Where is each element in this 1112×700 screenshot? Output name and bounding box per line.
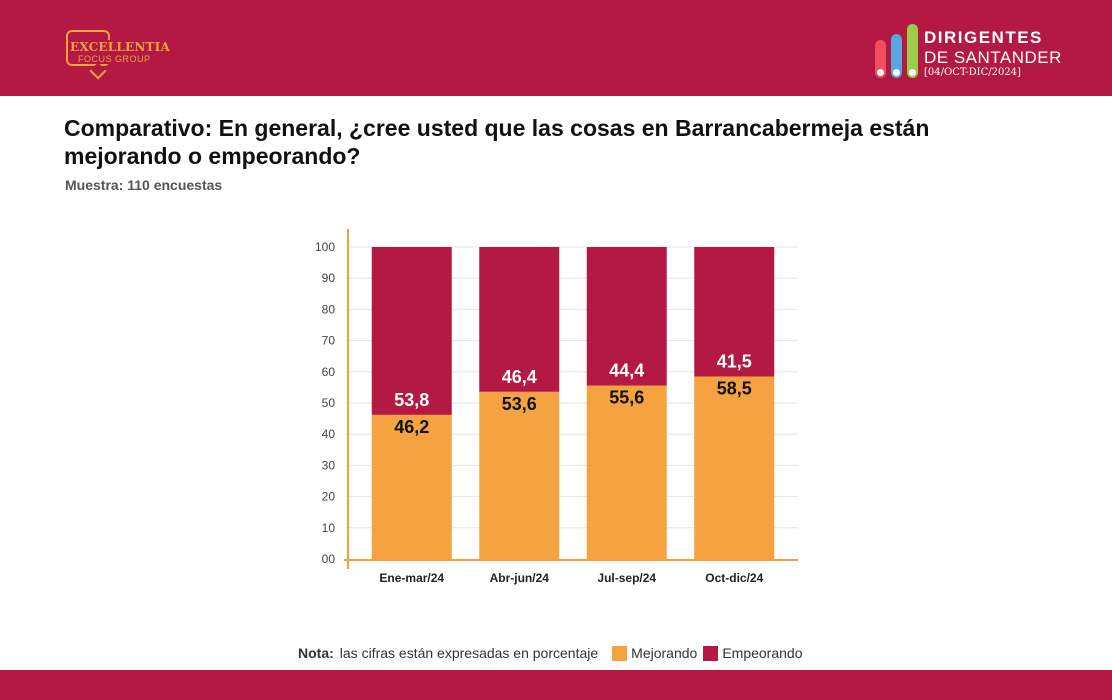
- chart-title: Comparativo: En general, ¿cree usted que…: [64, 115, 930, 169]
- data-label-mejorando: 55,6: [609, 388, 644, 408]
- y-tick-label: 10: [322, 521, 336, 535]
- note-label: Nota:: [298, 645, 334, 661]
- dirigentes-logo: DIRIGENTES DE SANTANDER [04/OCT-DIC/2024…: [872, 22, 1062, 82]
- logo-left-line1: EXCELLENTIA: [70, 40, 172, 54]
- logo-right-line1: DIRIGENTES: [924, 28, 1043, 47]
- bar-empeorando: [694, 247, 775, 377]
- logo-bar-red-icon: [875, 40, 886, 78]
- y-tick-label: 20: [322, 490, 336, 504]
- y-tick-label: 100: [315, 240, 335, 254]
- y-tick-label: 60: [322, 365, 336, 379]
- bar-mejorando: [371, 414, 452, 559]
- chart-subtitle: Muestra: 110 encuestas: [65, 177, 223, 193]
- x-tick-label: Abr-jun/24: [490, 571, 550, 585]
- legend-label-mejorando: Mejorando: [631, 645, 698, 661]
- y-tick-label: 50: [322, 396, 336, 410]
- data-label-empeorando: 41,5: [717, 351, 752, 371]
- bar-mejorando: [586, 385, 667, 559]
- legend-swatch-empeorando: [703, 645, 719, 661]
- data-label-empeorando: 53,8: [394, 390, 429, 410]
- bar-empeorando: [371, 247, 452, 415]
- y-tick-label: 40: [322, 427, 336, 441]
- data-label-mejorando: 58,5: [717, 378, 752, 398]
- header-band: EXCELLENTIA FOCUS GROUP DIRIGENTES DE SA…: [0, 0, 1112, 96]
- footer-band: [0, 670, 1112, 700]
- legend-label-empeorando: Empeorando: [722, 645, 803, 661]
- stacked-bar-chart: 00 10 20 30 40 50 60 70 80 90 100 46,2 53,8 Ene-mar/2…: [315, 229, 798, 585]
- x-tick-label: Jul-sep/24: [597, 571, 656, 585]
- logo-left-line2: FOCUS GROUP: [78, 54, 151, 64]
- y-tick-label: 80: [322, 302, 336, 316]
- x-tick-label: Ene-mar/24: [379, 571, 444, 585]
- logo-bar-green-icon: [907, 24, 918, 78]
- bar-empeorando: [479, 247, 560, 392]
- y-tick-label: 90: [322, 271, 336, 285]
- y-tick-label: 00: [322, 552, 336, 566]
- note-text: las cifras están expresadas en porcentaj…: [339, 645, 599, 661]
- y-tick-label: 30: [322, 458, 336, 472]
- data-label-empeorando: 44,4: [609, 361, 644, 381]
- bar-mejorando: [479, 391, 560, 559]
- y-tick-label: 70: [322, 334, 336, 348]
- legend-item-mejorando: Mejorando: [612, 645, 697, 661]
- x-tick-label: Oct-dic/24: [705, 571, 763, 585]
- data-label-mejorando: 46,2: [394, 417, 429, 437]
- chart-legend: Nota: las cifras están expresadas en por…: [298, 645, 802, 661]
- logo-bar-blue-icon: [891, 34, 902, 78]
- excellentia-logo: EXCELLENTIA FOCUS GROUP: [64, 28, 172, 80]
- legend-item-empeorando: Empeorando: [703, 645, 802, 661]
- bar-mejorando: [694, 376, 775, 559]
- logo-right-line2: DE SANTANDER: [924, 48, 1062, 67]
- legend-swatch-mejorando: [612, 645, 628, 661]
- bar-empeorando: [586, 247, 667, 386]
- data-label-mejorando: 53,6: [502, 394, 537, 414]
- data-label-empeorando: 46,4: [502, 367, 537, 387]
- logo-right-line3: [04/OCT-DIC/2024]: [924, 67, 1021, 78]
